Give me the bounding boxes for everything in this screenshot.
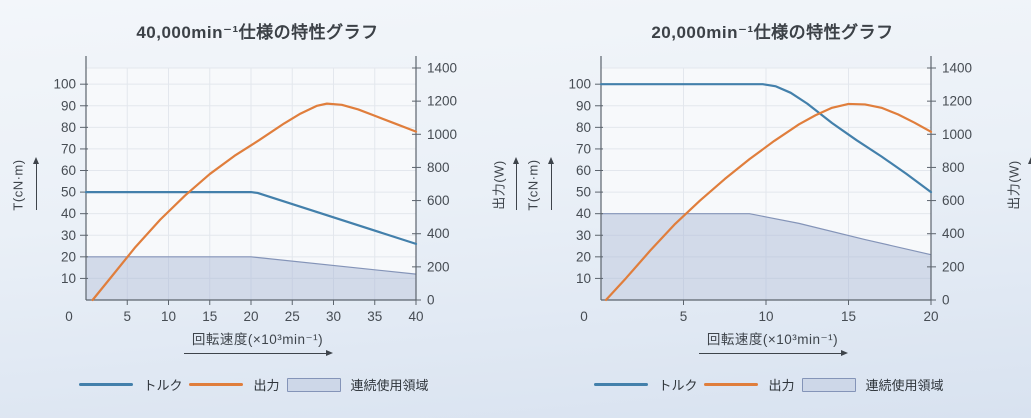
- torque-line-swatch: [594, 383, 649, 386]
- x-axis-tick-label: 0: [65, 309, 73, 324]
- left-axis-tick-label: 60: [61, 163, 76, 178]
- right-axis-tick-label: 600: [942, 193, 965, 208]
- legend: トルク 出力 連続使用領域: [515, 375, 1030, 394]
- left-axis-tick-label: 80: [61, 120, 76, 135]
- x-axis-tick-label: 20: [923, 309, 938, 324]
- x-axis-tick-label: 40: [408, 309, 423, 324]
- right-axis-tick-label: 0: [942, 293, 950, 308]
- x-axis-tick-label: 35: [367, 309, 382, 324]
- left-axis-tick-label: 50: [61, 185, 76, 200]
- x-axis-title: 回転速度(×10³min⁻¹): [706, 332, 839, 347]
- left-axis-tick-label: 70: [61, 141, 76, 156]
- left-y-axis-title: T(cN·m): [525, 159, 541, 211]
- x-axis-tick-label: 10: [161, 309, 176, 324]
- continuous-region-swatch: [801, 377, 856, 392]
- left-axis-tick-label: 100: [53, 77, 76, 92]
- legend-label-output: 出力: [768, 378, 795, 393]
- left-axis-tick-label: 70: [576, 141, 591, 156]
- right-axis-tick-label: 1000: [427, 127, 457, 142]
- legend-label-torque: トルク: [143, 378, 183, 393]
- up-arrow-icon: [547, 157, 556, 210]
- left-axis-tick-label: 10: [61, 271, 76, 286]
- right-axis-tick-label: 1400: [942, 61, 972, 76]
- x-axis-title-block: 回転速度(×10³min⁻¹): [515, 328, 1030, 359]
- up-arrow-icon: [512, 157, 521, 210]
- left-axis-tick-label: 100: [568, 77, 591, 92]
- left-axis-tick-label: 90: [576, 98, 591, 113]
- left-axis-tick-label: 80: [576, 120, 591, 135]
- right-axis-tick-label: 1200: [942, 94, 972, 109]
- right-axis-tick-label: 1200: [427, 94, 457, 109]
- x-axis-title-block: 回転速度(×10³min⁻¹): [0, 328, 515, 359]
- legend-label-torque: トルク: [658, 378, 698, 393]
- right-axis-tick-label: 200: [942, 259, 965, 274]
- left-axis-tick-label: 40: [576, 206, 591, 221]
- output-line-swatch: [189, 383, 244, 386]
- x-axis-tick-label: 30: [326, 309, 341, 324]
- output-line-swatch: [704, 383, 759, 386]
- left-axis-tick-label: 50: [576, 185, 591, 200]
- characteristic-chart-40000: 1020304050607080901000200400600800100012…: [53, 56, 457, 324]
- x-axis-tick-label: 5: [680, 309, 688, 324]
- left-axis-tick-label: 30: [576, 228, 591, 243]
- x-axis-tick-label: 15: [202, 309, 217, 324]
- right-axis-tick-label: 0: [427, 293, 435, 308]
- x-axis-tick-label: 0: [580, 309, 588, 324]
- x-axis-tick-label: 25: [285, 309, 300, 324]
- left-axis-tick-label: 10: [576, 271, 591, 286]
- left-y-axis-title: T(cN·m): [10, 159, 26, 211]
- right-arrow-icon: [183, 349, 333, 359]
- torque-line-swatch: [79, 383, 134, 386]
- continuous-region-area: [601, 213, 931, 300]
- x-axis-tick-label: 15: [841, 309, 856, 324]
- chart-title: 20,000min⁻¹仕様の特性グラフ: [651, 23, 894, 42]
- right-y-axis-title: 出力(W): [491, 160, 507, 210]
- left-axis-tick-label: 40: [61, 206, 76, 221]
- left-axis-tick-label: 20: [576, 249, 591, 264]
- right-axis-tick-label: 1000: [942, 127, 972, 142]
- legend-label-output: 出力: [253, 378, 280, 393]
- left-axis-tick-label: 20: [61, 249, 76, 264]
- legend-label-region: 連続使用領域: [865, 378, 944, 393]
- up-arrow-icon: [1027, 157, 1031, 210]
- x-axis-title: 回転速度(×10³min⁻¹): [191, 332, 324, 347]
- continuous-region-swatch: [286, 377, 341, 392]
- right-y-axis-title: 出力(W): [1006, 160, 1022, 210]
- x-axis-tick-label: 20: [243, 309, 258, 324]
- right-arrow-icon: [698, 349, 848, 359]
- right-axis-tick-label: 200: [427, 259, 450, 274]
- right-axis-tick-label: 600: [427, 193, 450, 208]
- plot-area-wrapper: 10 20 30 40 50 60 70 80 90 100 0 200 400 600 800 1000 12…: [521, 50, 1031, 326]
- continuous-region-area: [86, 256, 416, 300]
- plot-area-wrapper: 10 20 30 40 50 60 70 80 90 100 0 200 400 600 800 1000 12…: [6, 50, 519, 326]
- right-axis-tick-label: 800: [942, 160, 965, 175]
- legend-label-region: 連続使用領域: [350, 378, 429, 393]
- characteristic-chart-20000: 1020304050607080901000200400600800100012…: [568, 56, 972, 324]
- left-axis-tick-label: 30: [61, 228, 76, 243]
- output-line: [604, 102, 933, 302]
- legend: トルク 出力 連続使用領域: [0, 375, 515, 394]
- right-axis-tick-label: 1400: [427, 61, 457, 76]
- right-axis-tick-label: 800: [427, 160, 450, 175]
- right-axis-tick-label: 400: [427, 226, 450, 241]
- continuous-region-border: [86, 256, 417, 275]
- continuous-region-border: [601, 213, 932, 256]
- x-axis-tick-label: 10: [758, 309, 773, 324]
- right-axis-tick-label: 400: [942, 226, 965, 241]
- up-arrow-icon: [32, 157, 41, 210]
- chart-panel-20000: 20,000min⁻¹仕様の特性グラフ 10 20 30 40 50 60 70 80 90 10…: [515, 0, 1031, 418]
- x-axis-tick-label: 5: [123, 309, 131, 324]
- left-axis-tick-label: 90: [61, 98, 76, 113]
- torque-line: [84, 190, 418, 245]
- chart-panel-40000: 40,000min⁻¹仕様の特性グラフ 10 20 30 40 50 60 70 80 90 10…: [0, 0, 519, 418]
- left-axis-tick-label: 60: [576, 163, 591, 178]
- chart-title: 40,000min⁻¹仕様の特性グラフ: [136, 23, 379, 42]
- output-line: [91, 102, 418, 302]
